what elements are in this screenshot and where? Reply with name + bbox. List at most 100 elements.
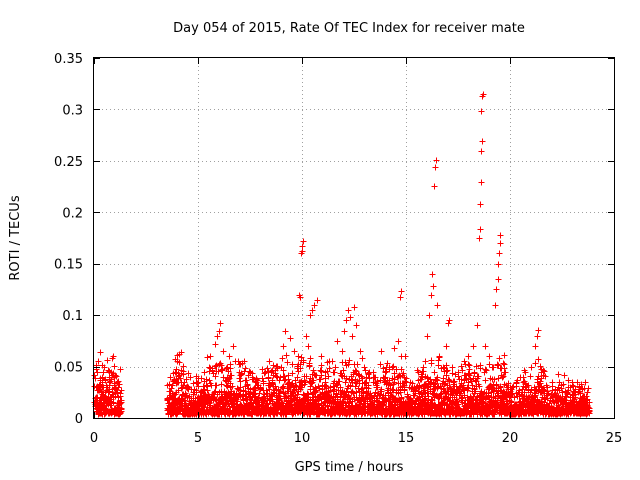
roti-point xyxy=(428,292,435,299)
y-tick-label: 0.3 xyxy=(62,103,83,118)
x-tick-label: 5 xyxy=(194,431,202,446)
roti-point xyxy=(470,343,477,350)
roti-point xyxy=(449,364,456,371)
roti-point xyxy=(411,384,418,391)
roti-point xyxy=(266,358,273,365)
roti-point xyxy=(477,201,484,208)
roti-point xyxy=(168,394,175,401)
roti-point xyxy=(497,240,504,247)
roti-point xyxy=(584,389,591,396)
plot-frame xyxy=(93,57,615,419)
roti-point xyxy=(212,341,219,348)
y-tick-label: 0.15 xyxy=(54,258,83,273)
roti-point xyxy=(207,353,214,360)
roti-point xyxy=(309,307,316,314)
roti-point xyxy=(513,379,520,386)
roti-point xyxy=(183,384,190,391)
roti-point xyxy=(357,348,364,355)
roti-point xyxy=(174,358,181,365)
roti-point xyxy=(287,335,294,342)
roti-point xyxy=(230,343,237,350)
roti-point xyxy=(517,374,524,381)
roti-point xyxy=(303,333,310,340)
y-tick-label: 0.25 xyxy=(54,155,83,170)
roti-point xyxy=(241,358,248,365)
chart-title: Day 054 of 2015, Rate Of TEC Index for r… xyxy=(173,21,525,36)
roti-point xyxy=(378,348,385,355)
roti-point xyxy=(257,384,264,391)
roti-point xyxy=(106,379,113,386)
roti-point xyxy=(330,369,337,376)
roti-point xyxy=(532,343,539,350)
roti-point xyxy=(172,369,179,376)
x-tick-label: 0 xyxy=(90,431,98,446)
roti-point xyxy=(461,358,468,365)
roti-point xyxy=(101,364,108,371)
roti-point xyxy=(311,302,318,309)
roti-point xyxy=(116,400,123,407)
roti-point xyxy=(345,307,352,314)
roti-point xyxy=(299,243,306,250)
roti-point xyxy=(478,179,485,186)
roti-point xyxy=(465,353,472,360)
roti-point xyxy=(420,364,427,371)
roti-point xyxy=(178,349,185,356)
roti-point xyxy=(322,369,329,376)
dense-point-cloud xyxy=(91,352,593,418)
roti-point xyxy=(351,304,358,311)
y-tick-label: 0.35 xyxy=(54,52,83,67)
roti-point xyxy=(280,343,287,350)
roti-point xyxy=(326,358,333,365)
roti-point xyxy=(429,271,436,278)
roti-point xyxy=(432,164,439,171)
roti-point xyxy=(522,369,529,376)
roti-point xyxy=(492,302,499,309)
x-tick-label: 25 xyxy=(606,431,623,446)
roti-point xyxy=(490,364,497,371)
roti-point xyxy=(195,379,202,386)
roti-point xyxy=(98,389,105,396)
roti-point xyxy=(455,369,462,376)
roti-point xyxy=(110,353,117,360)
roti-point xyxy=(424,333,431,340)
roti-point xyxy=(565,384,572,391)
roti-point xyxy=(353,322,360,329)
roti-point xyxy=(478,148,485,155)
roti-point xyxy=(349,333,356,340)
roti-point xyxy=(305,343,312,350)
roti-point xyxy=(372,379,379,386)
roti-point xyxy=(108,394,115,401)
roti-point xyxy=(235,358,242,365)
roti-point xyxy=(476,235,483,242)
roti-point xyxy=(386,364,393,371)
x-tick-label: 15 xyxy=(398,431,415,446)
roti-point xyxy=(318,353,325,360)
roti-point xyxy=(507,384,514,391)
roti-point xyxy=(274,374,281,381)
roti-point xyxy=(395,338,402,345)
roti-point xyxy=(495,261,502,268)
y-tick-label: 0.2 xyxy=(62,206,83,221)
roti-point xyxy=(446,317,453,324)
roti-point xyxy=(334,338,341,345)
roti-point xyxy=(433,157,440,164)
roti-point xyxy=(415,369,422,376)
roti-point xyxy=(270,362,277,369)
roti-point xyxy=(486,353,493,360)
roti-point xyxy=(431,183,438,190)
y-axis-label: ROTI / TECUs xyxy=(8,195,23,280)
roti-point xyxy=(493,286,500,293)
roti-point xyxy=(430,283,437,290)
roti-point xyxy=(534,333,541,340)
roti-point xyxy=(224,364,231,371)
roti-point xyxy=(164,382,171,389)
roti-point xyxy=(398,288,405,295)
roti-point xyxy=(220,348,227,355)
roti-point xyxy=(112,384,119,391)
roti-point-cloud xyxy=(91,352,593,418)
roti-point xyxy=(253,379,260,386)
roti-point xyxy=(262,369,269,376)
roti-point xyxy=(474,322,481,329)
y-tick-label: 0.1 xyxy=(62,309,83,324)
data-points xyxy=(93,91,591,407)
